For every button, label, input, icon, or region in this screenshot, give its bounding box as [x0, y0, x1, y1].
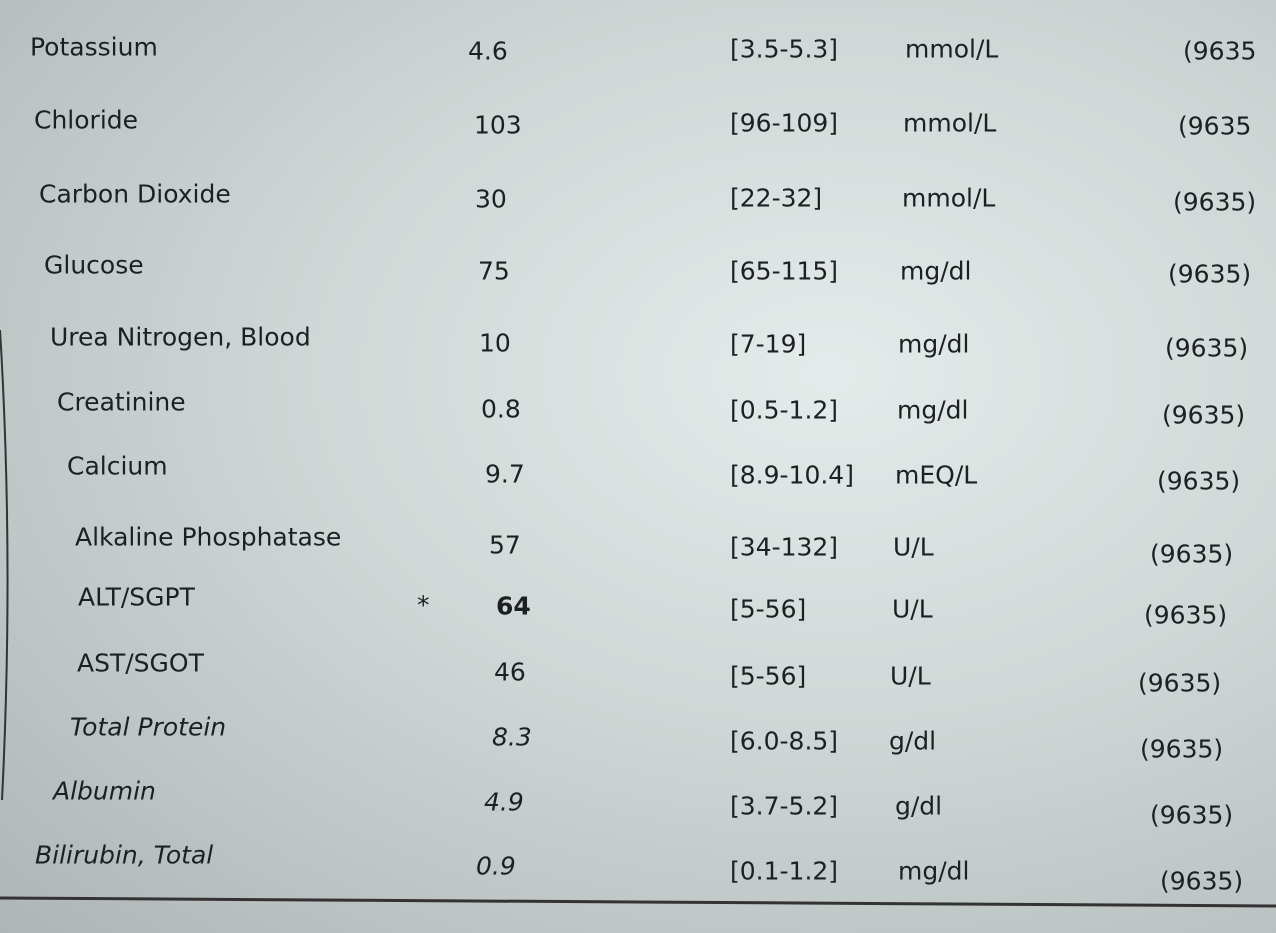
test-name: Alkaline Phosphatase [75, 522, 342, 552]
result-value: 0.8 [481, 394, 521, 424]
reference-range: [96-109] [730, 108, 839, 138]
reference-range: [65-115] [730, 256, 839, 286]
unit: mEQ/L [895, 460, 978, 490]
result-value: 46 [494, 657, 526, 687]
lab-code: (9635) [1173, 187, 1257, 217]
unit: mg/dl [897, 395, 969, 425]
reference-range: [5-56] [730, 661, 807, 691]
lab-code: (9635) [1168, 259, 1252, 289]
reference-range: [34-132] [730, 532, 839, 562]
unit: g/dl [889, 726, 937, 756]
reference-range: [0.1-1.2] [730, 856, 839, 886]
bottom-rule [0, 896, 1276, 908]
lab-code: (9635) [1157, 466, 1241, 496]
test-name: AST/SGOT [77, 648, 204, 678]
result-value: 57 [489, 530, 521, 560]
test-name: Chloride [34, 105, 139, 135]
lab-code: (9635) [1150, 800, 1234, 830]
lab-code: (9635) [1138, 668, 1222, 698]
unit: g/dl [895, 791, 943, 821]
lab-code: (9635) [1162, 400, 1246, 430]
reference-range: [3.5-5.3] [730, 34, 839, 64]
reference-range: [3.7-5.2] [730, 791, 839, 821]
abnormal-flag: * [417, 590, 430, 620]
unit: mg/dl [898, 856, 970, 886]
test-name: ALT/SGPT [78, 582, 195, 612]
test-name: Creatinine [57, 387, 186, 417]
lab-code: (9635) [1144, 600, 1228, 630]
test-name: Potassium [30, 32, 158, 62]
reference-range: [22-32] [730, 183, 823, 213]
lab-code: (9635) [1165, 333, 1249, 363]
reference-range: [5-56] [730, 594, 807, 624]
test-name: Carbon Dioxide [39, 179, 231, 209]
result-value: 4.9 [484, 787, 524, 817]
unit: mg/dl [898, 329, 970, 359]
test-name: Bilirubin, Total [35, 840, 214, 870]
unit: mmol/L [903, 108, 997, 138]
unit: mg/dl [900, 256, 972, 286]
test-name: Calcium [67, 451, 168, 481]
page-fold [0, 329, 9, 801]
result-value: 9.7 [485, 459, 525, 489]
result-value: 64 [496, 591, 531, 621]
unit: U/L [890, 661, 931, 691]
lab-code: (9635) [1150, 539, 1234, 569]
test-name: Glucose [44, 250, 144, 280]
test-name: Total Protein [70, 712, 227, 742]
reference-range: [0.5-1.2] [730, 395, 839, 425]
result-value: 8.3 [492, 722, 532, 752]
result-value: 4.6 [468, 36, 508, 66]
lab-code: (9635 [1178, 111, 1252, 141]
reference-range: [6.0-8.5] [730, 726, 839, 756]
result-value: 103 [474, 110, 522, 140]
lab-code: (9635 [1183, 36, 1257, 66]
result-value: 75 [478, 256, 510, 286]
lab-code: (9635) [1140, 734, 1224, 764]
test-name: Urea Nitrogen, Blood [50, 322, 311, 352]
reference-range: [8.9-10.4] [730, 460, 854, 490]
unit: mmol/L [905, 34, 999, 64]
reference-range: [7-19] [730, 329, 807, 359]
result-value: 10 [479, 328, 511, 358]
unit: mmol/L [902, 183, 996, 213]
lab-code: (9635) [1160, 866, 1244, 896]
result-value: 30 [475, 184, 507, 214]
unit: U/L [892, 594, 933, 624]
result-value: 0.9 [476, 851, 516, 881]
test-name: Albumin [53, 776, 156, 806]
unit: U/L [893, 532, 934, 562]
